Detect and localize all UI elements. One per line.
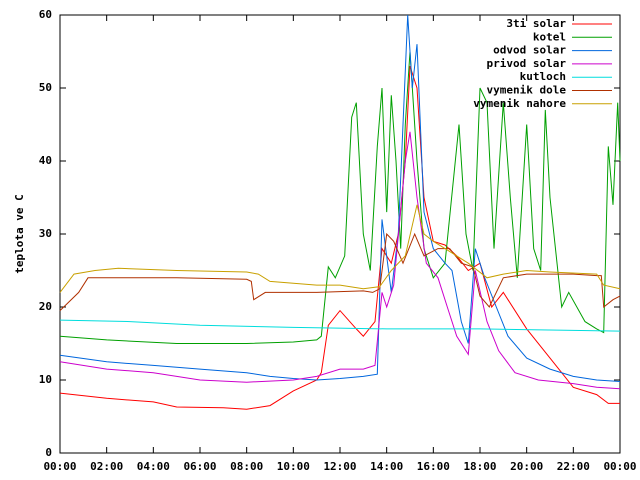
legend-label: privod solar [487, 57, 567, 70]
series-line [59, 232, 621, 311]
series-line [59, 204, 621, 293]
x-tick-label: 18:00 [463, 460, 496, 473]
x-tick-label: 04:00 [137, 460, 170, 473]
x-tick-label: 14:00 [370, 460, 403, 473]
y-tick-label: 40 [39, 154, 52, 167]
y-tick-label: 60 [39, 8, 52, 21]
legend-label: vymenik nahore [473, 97, 566, 110]
y-tick-label: 20 [39, 300, 52, 313]
series-line [59, 51, 621, 344]
y-tick-label: 50 [39, 81, 52, 94]
y-tick-label: 30 [39, 227, 52, 240]
series-line [59, 14, 621, 382]
y-tick-label: 10 [39, 373, 52, 386]
legend-label: 3ti solar [506, 17, 566, 30]
y-axis-label: teplota ve C [13, 194, 26, 273]
x-tick-label: 00:00 [603, 460, 636, 473]
x-tick-label: 20:00 [510, 460, 543, 473]
legend-label: odvod solar [493, 44, 566, 57]
x-tick-label: 02:00 [90, 460, 123, 473]
x-tick-label: 06:00 [183, 460, 216, 473]
x-tick-label: 08:00 [230, 460, 263, 473]
series-line [59, 319, 621, 332]
x-tick-label: 12:00 [323, 460, 356, 473]
x-tick-label: 16:00 [417, 460, 450, 473]
x-tick-label: 22:00 [557, 460, 590, 473]
y-tick-label: 0 [45, 446, 52, 459]
x-tick-label: 10:00 [277, 460, 310, 473]
legend-label: kutloch [520, 70, 566, 83]
legend-label: kotel [533, 30, 566, 43]
legend-label: vymenik dole [487, 84, 567, 97]
x-tick-label: 00:00 [43, 460, 76, 473]
series-line [59, 131, 621, 390]
